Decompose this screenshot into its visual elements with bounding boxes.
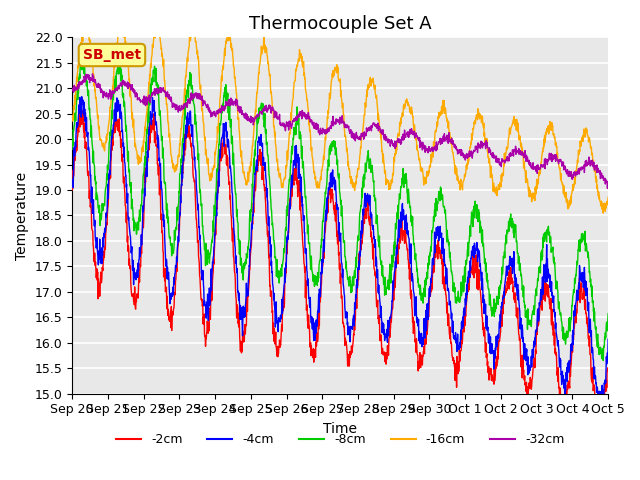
-4cm — [68, 177, 76, 183]
-16cm — [545, 123, 553, 129]
Line: -4cm: -4cm — [72, 96, 608, 410]
Title: Thermocouple Set A: Thermocouple Set A — [249, 15, 431, 33]
-2cm — [604, 368, 612, 373]
-8cm — [326, 143, 334, 148]
-2cm — [467, 263, 474, 268]
-16cm — [604, 194, 612, 200]
-32cm — [326, 124, 334, 130]
-2cm — [112, 105, 120, 111]
-8cm — [68, 146, 76, 152]
-8cm — [467, 233, 474, 239]
-8cm — [316, 258, 324, 264]
-16cm — [68, 116, 76, 121]
-8cm — [545, 232, 553, 238]
-4cm — [595, 408, 603, 413]
Line: -16cm: -16cm — [72, 20, 608, 213]
-4cm — [598, 399, 605, 405]
-4cm — [152, 119, 160, 125]
-16cm — [316, 179, 324, 184]
-2cm — [326, 183, 334, 189]
-16cm — [326, 96, 334, 102]
-32cm — [598, 170, 605, 176]
-8cm — [79, 55, 86, 60]
-32cm — [68, 85, 76, 91]
Legend: -2cm, -4cm, -8cm, -16cm, -32cm: -2cm, -4cm, -8cm, -16cm, -32cm — [111, 429, 570, 452]
-2cm — [596, 432, 604, 437]
-32cm — [545, 152, 553, 158]
-8cm — [600, 358, 607, 363]
-4cm — [316, 294, 324, 300]
-4cm — [545, 276, 553, 281]
-32cm — [604, 180, 612, 186]
-2cm — [68, 187, 76, 193]
-2cm — [598, 411, 605, 417]
-8cm — [152, 83, 160, 88]
-2cm — [152, 143, 160, 148]
-32cm — [316, 129, 324, 134]
-16cm — [152, 28, 160, 34]
-8cm — [598, 353, 605, 359]
Line: -2cm: -2cm — [72, 108, 608, 434]
-8cm — [604, 311, 612, 316]
-4cm — [326, 183, 334, 189]
-16cm — [600, 210, 607, 216]
Y-axis label: Temperature: Temperature — [15, 171, 29, 260]
-32cm — [152, 85, 160, 91]
-4cm — [467, 267, 474, 273]
-32cm — [88, 71, 96, 77]
-2cm — [545, 294, 553, 300]
-16cm — [153, 17, 161, 23]
-32cm — [467, 153, 474, 159]
-32cm — [604, 185, 611, 191]
Line: -32cm: -32cm — [72, 74, 608, 188]
Text: SB_met: SB_met — [83, 48, 141, 62]
-4cm — [604, 336, 612, 342]
-16cm — [598, 198, 605, 204]
-16cm — [467, 144, 474, 150]
-4cm — [77, 94, 85, 99]
-2cm — [316, 299, 324, 305]
Line: -8cm: -8cm — [72, 58, 608, 360]
X-axis label: Time: Time — [323, 422, 357, 436]
